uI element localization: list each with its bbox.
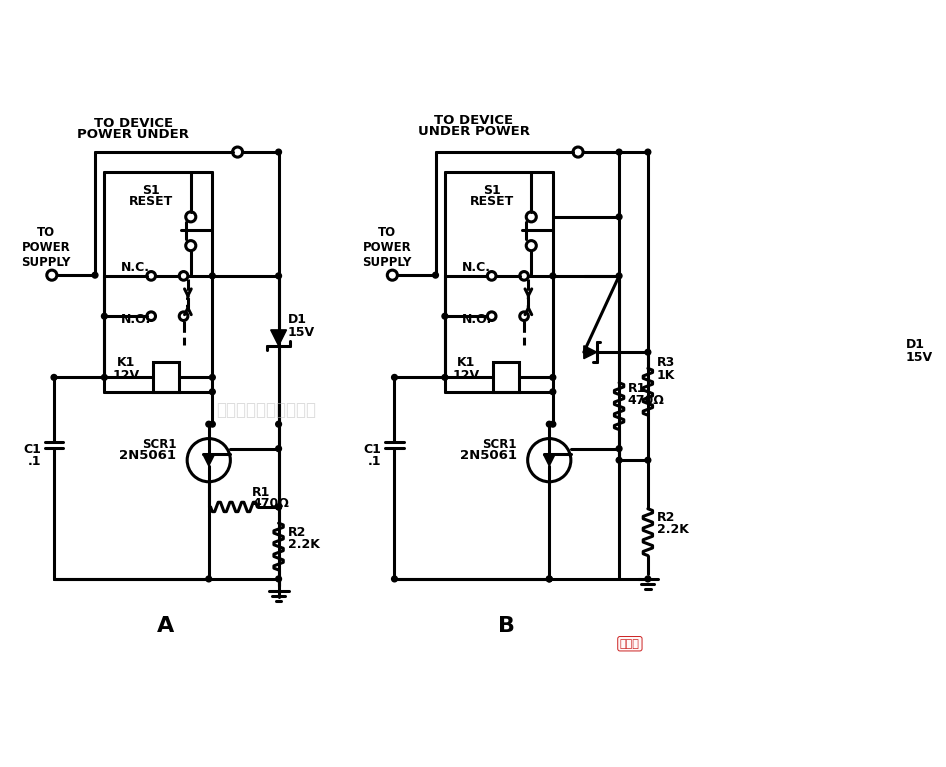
- Text: UNDER POWER: UNDER POWER: [418, 125, 530, 138]
- Circle shape: [92, 272, 97, 278]
- Circle shape: [645, 149, 651, 155]
- Text: 470Ω: 470Ω: [252, 497, 289, 510]
- Text: 杭州将睹科技有限公司: 杭州将睹科技有限公司: [217, 401, 316, 419]
- Circle shape: [645, 576, 651, 582]
- Text: RESET: RESET: [469, 195, 514, 208]
- Circle shape: [616, 273, 622, 278]
- Circle shape: [275, 504, 282, 510]
- Text: SCR1: SCR1: [482, 438, 517, 451]
- Bar: [493, 362, 519, 393]
- Text: B: B: [498, 616, 515, 636]
- Text: TO DEVICE: TO DEVICE: [434, 114, 514, 127]
- Text: N.O.: N.O.: [121, 313, 151, 326]
- Circle shape: [550, 421, 555, 427]
- Text: 15V: 15V: [288, 325, 315, 338]
- Text: RESET: RESET: [129, 195, 173, 208]
- Circle shape: [547, 421, 552, 427]
- Text: N.O.: N.O.: [462, 313, 492, 326]
- Text: 2N5061: 2N5061: [119, 449, 176, 462]
- Text: C1: C1: [363, 443, 381, 456]
- Polygon shape: [203, 454, 215, 466]
- Circle shape: [442, 374, 447, 380]
- Text: 1K: 1K: [657, 369, 674, 382]
- Circle shape: [550, 374, 555, 380]
- Text: 2.2K: 2.2K: [288, 538, 320, 551]
- Circle shape: [101, 374, 107, 380]
- Circle shape: [51, 374, 57, 380]
- Circle shape: [392, 374, 397, 380]
- Circle shape: [206, 576, 212, 582]
- Text: 15V: 15V: [905, 351, 933, 364]
- Text: .1: .1: [27, 455, 41, 468]
- Circle shape: [275, 273, 282, 278]
- Text: N.C.: N.C.: [462, 261, 490, 274]
- Circle shape: [275, 421, 282, 427]
- Text: 12V: 12V: [113, 369, 140, 382]
- Circle shape: [275, 504, 282, 510]
- Circle shape: [616, 214, 622, 219]
- Text: POWER UNDER: POWER UNDER: [78, 128, 189, 141]
- Text: C1: C1: [23, 443, 41, 456]
- Circle shape: [616, 446, 622, 452]
- Circle shape: [206, 421, 212, 427]
- Text: R3: R3: [657, 357, 674, 370]
- Text: TO
POWER
SUPPLY: TO POWER SUPPLY: [22, 226, 71, 269]
- Text: SCR1: SCR1: [142, 438, 176, 451]
- Circle shape: [209, 389, 216, 395]
- Circle shape: [209, 421, 216, 427]
- Circle shape: [616, 457, 622, 463]
- Text: 2.2K: 2.2K: [657, 524, 689, 536]
- Text: R2: R2: [288, 525, 307, 538]
- Text: S1: S1: [482, 184, 500, 196]
- Text: K1: K1: [457, 357, 476, 370]
- Circle shape: [550, 389, 555, 395]
- Circle shape: [547, 576, 552, 582]
- Text: S1: S1: [142, 184, 160, 196]
- Text: R1: R1: [252, 486, 271, 499]
- Circle shape: [550, 273, 555, 278]
- Circle shape: [547, 576, 552, 582]
- Text: R2: R2: [657, 512, 674, 525]
- Circle shape: [275, 576, 282, 582]
- Text: 2N5061: 2N5061: [460, 449, 517, 462]
- Circle shape: [275, 446, 282, 452]
- Text: A: A: [157, 616, 174, 636]
- Text: N.C.: N.C.: [121, 261, 149, 274]
- Text: 12V: 12V: [453, 369, 480, 382]
- Text: K1: K1: [116, 357, 135, 370]
- Text: TO
POWER
SUPPLY: TO POWER SUPPLY: [362, 226, 412, 269]
- Text: TO DEVICE: TO DEVICE: [94, 117, 173, 130]
- Circle shape: [209, 273, 216, 278]
- Text: D1: D1: [288, 313, 307, 326]
- Circle shape: [616, 149, 622, 155]
- Bar: [152, 362, 179, 393]
- Circle shape: [275, 149, 282, 155]
- Circle shape: [209, 374, 216, 380]
- Text: 接线图: 接线图: [620, 639, 639, 649]
- Text: .1: .1: [368, 455, 381, 468]
- Polygon shape: [271, 330, 287, 346]
- Circle shape: [442, 313, 447, 319]
- Text: 470Ω: 470Ω: [628, 394, 665, 407]
- Text: R1: R1: [628, 382, 646, 395]
- Circle shape: [101, 313, 107, 319]
- Polygon shape: [544, 454, 555, 466]
- Circle shape: [645, 457, 651, 463]
- Polygon shape: [584, 346, 597, 359]
- Text: D1: D1: [905, 338, 924, 351]
- Circle shape: [645, 349, 651, 355]
- Circle shape: [392, 576, 397, 582]
- Circle shape: [432, 272, 438, 278]
